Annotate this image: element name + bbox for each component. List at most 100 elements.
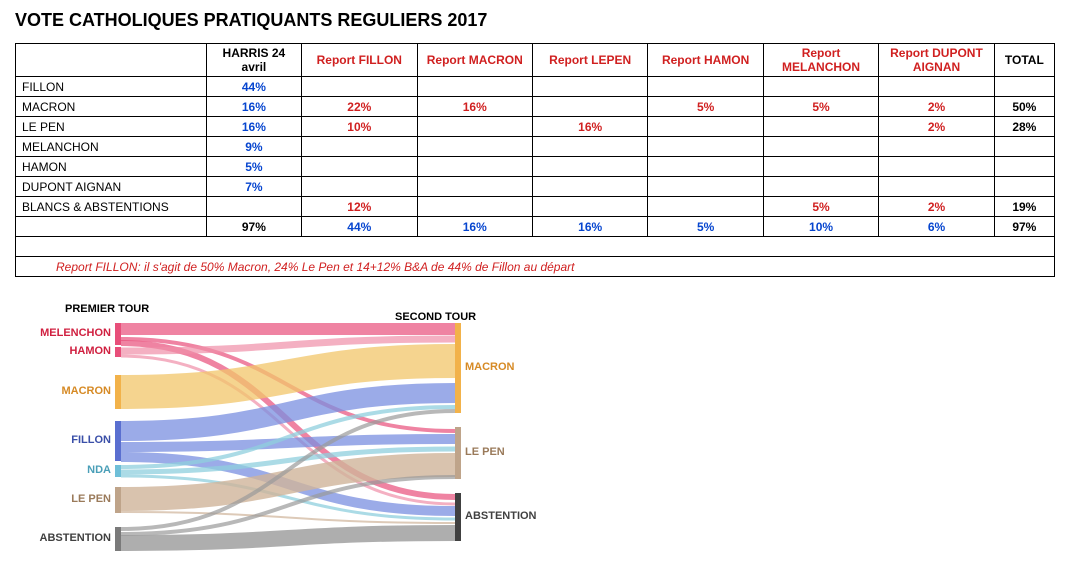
sankey-node [115,347,121,357]
sankey-diagram: PREMIER TOUR SECOND TOUR MELENCHON HAMON MAC… [15,297,575,557]
row-header: BLANCS & ABSTENTIONS [16,197,207,217]
cell: 5% [763,97,878,117]
cell [648,197,763,217]
col-header: Report MELANCHON [763,44,878,77]
sankey-node [115,465,121,477]
cell [417,137,532,157]
sankey-label: LE PEN [465,446,505,458]
cell: 9% [206,137,301,157]
sankey-node [115,421,121,461]
cell: 16% [206,97,301,117]
cell: 97% [994,217,1054,237]
cell: 22% [302,97,417,117]
cell: 12% [302,197,417,217]
row-header: HAMON [16,157,207,177]
cell: 44% [302,217,417,237]
sankey-label: NDA [87,464,111,476]
cell: 28% [994,117,1054,137]
cell [417,177,532,197]
sankey-node [115,375,121,409]
cell [417,77,532,97]
col-header [16,44,207,77]
cell [302,157,417,177]
row-header: LE PEN [16,117,207,137]
cell: 7% [206,177,301,197]
sankey-node [455,427,461,479]
cell: 5% [763,197,878,217]
col-header: TOTAL [994,44,1054,77]
cell [648,137,763,157]
cell: 50% [994,97,1054,117]
sankey-flow [121,533,455,543]
cell: 2% [879,197,994,217]
cell [879,157,994,177]
cell: 5% [206,157,301,177]
sankey-label: LE PEN [71,493,111,505]
cell [879,77,994,97]
col-header: Report HAMON [648,44,763,77]
cell [763,177,878,197]
cell: 16% [532,117,647,137]
cell [879,137,994,157]
row-header: MACRON [16,97,207,117]
page-title: VOTE CATHOLIQUES PRATIQUANTS REGULIERS 2… [15,10,1052,31]
row-header [16,217,207,237]
row-header: DUPONT AIGNAN [16,177,207,197]
sankey-label: ABSTENTION [40,532,112,544]
sankey-label: SECOND TOUR [395,311,476,323]
sankey-node [455,323,461,413]
cell [763,117,878,137]
sankey-flow [121,439,455,447]
col-header: HARRIS 24 avril [206,44,301,77]
cell [417,117,532,137]
cell [417,197,532,217]
cell: 5% [648,97,763,117]
sankey-node [115,487,121,513]
cell [302,177,417,197]
cell [763,137,878,157]
cell: 16% [532,217,647,237]
cell [994,77,1054,97]
cell: 16% [417,97,532,117]
row-header: FILLON [16,77,207,97]
sankey-label: PREMIER TOUR [65,303,149,315]
col-header: Report DUPONT AIGNAN [879,44,994,77]
col-header: Report LEPEN [532,44,647,77]
cell [532,77,647,97]
row-header: MELANCHON [16,137,207,157]
cell [648,77,763,97]
sankey-label: MACRON [465,361,515,373]
cell: 10% [302,117,417,137]
cell [417,157,532,177]
sankey-label: MELENCHON [40,327,111,339]
cell [648,117,763,137]
cell: 16% [417,217,532,237]
sankey-node [115,323,121,345]
sankey-label: ABSTENTION [465,510,537,522]
cell [302,137,417,157]
cell [206,197,301,217]
cell [532,137,647,157]
cell [532,97,647,117]
cell: 2% [879,117,994,137]
col-header: Report MACRON [417,44,532,77]
cell: 10% [763,217,878,237]
cell: 44% [206,77,301,97]
sankey-label: FILLON [71,434,111,446]
cell [648,177,763,197]
cell: 97% [206,217,301,237]
sankey-label: HAMON [69,345,111,357]
cell: 5% [648,217,763,237]
cell [532,197,647,217]
sankey-node [455,493,461,541]
cell [532,177,647,197]
cell [994,137,1054,157]
sankey-label: MACRON [62,385,112,397]
cell [879,177,994,197]
spacer [16,237,1055,257]
sankey-node [115,527,121,551]
cell: 19% [994,197,1054,217]
cell [763,77,878,97]
cell: 6% [879,217,994,237]
cell [648,157,763,177]
